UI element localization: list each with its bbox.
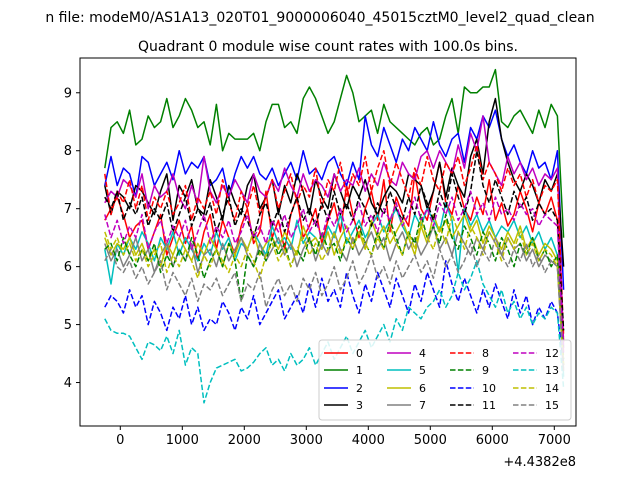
legend-label: 12 [545, 347, 559, 360]
chart-title: Quadrant 0 module wise count rates with … [138, 39, 518, 55]
x-tick-label: 2000 [228, 433, 261, 448]
figure-suptitle: n file: modeM0/AS1A13_020T01_9000006040_… [45, 10, 594, 26]
series-line-15 [104, 236, 565, 371]
legend-label: 5 [419, 364, 426, 377]
plot-area [79, 57, 577, 427]
x-axis: 0 1000 2000 3000 4000 5000 6000 7000 [116, 426, 571, 448]
series-line-5 [104, 202, 565, 377]
legend-label: 13 [545, 364, 559, 377]
legend-label: 14 [545, 382, 559, 395]
y-tick-label: 6 [64, 260, 72, 275]
series-layer [104, 68, 565, 404]
series-line-11 [104, 149, 565, 331]
legend-label: 1 [356, 364, 363, 377]
y-tick-label: 5 [64, 318, 72, 333]
legend-label: 9 [482, 364, 489, 377]
series-line-1 [104, 68, 565, 238]
series-line-0 [104, 161, 565, 343]
x-tick-label: 6000 [476, 433, 509, 448]
legend-label: 10 [482, 382, 496, 395]
y-tick-label: 7 [64, 202, 72, 217]
legend-label: 15 [545, 399, 559, 412]
legend-label: 2 [356, 382, 363, 395]
series-line-6 [104, 213, 565, 366]
legend-label: 3 [356, 399, 363, 412]
legend-label: 7 [419, 399, 426, 412]
legend-label: 11 [482, 399, 496, 412]
legend-box [318, 339, 572, 421]
x-tick-label: 7000 [538, 433, 571, 448]
y-tick-label: 8 [64, 144, 72, 159]
y-tick-label: 4 [64, 376, 72, 391]
axes-frame [79, 57, 577, 427]
series-line-12 [104, 190, 565, 354]
legend-label: 6 [419, 382, 426, 395]
x-tick-label: 4000 [352, 433, 385, 448]
y-axis: 4 5 6 7 8 9 [64, 86, 80, 391]
y-tick-label: 9 [64, 86, 72, 101]
legend-label: 4 [419, 347, 426, 360]
x-tick-label: 5000 [414, 433, 447, 448]
legend-label: 0 [356, 347, 363, 360]
series-line-10 [104, 260, 565, 366]
legend-label: 8 [482, 347, 489, 360]
x-tick-label: 3000 [290, 433, 323, 448]
series-line-2 [104, 109, 565, 290]
x-tick-label: 1000 [166, 433, 199, 448]
series-line-14 [104, 213, 565, 366]
x-offset-label: +4.4382e8 [503, 455, 576, 470]
series-line-4 [104, 115, 565, 348]
x-tick-label: 0 [116, 433, 124, 448]
